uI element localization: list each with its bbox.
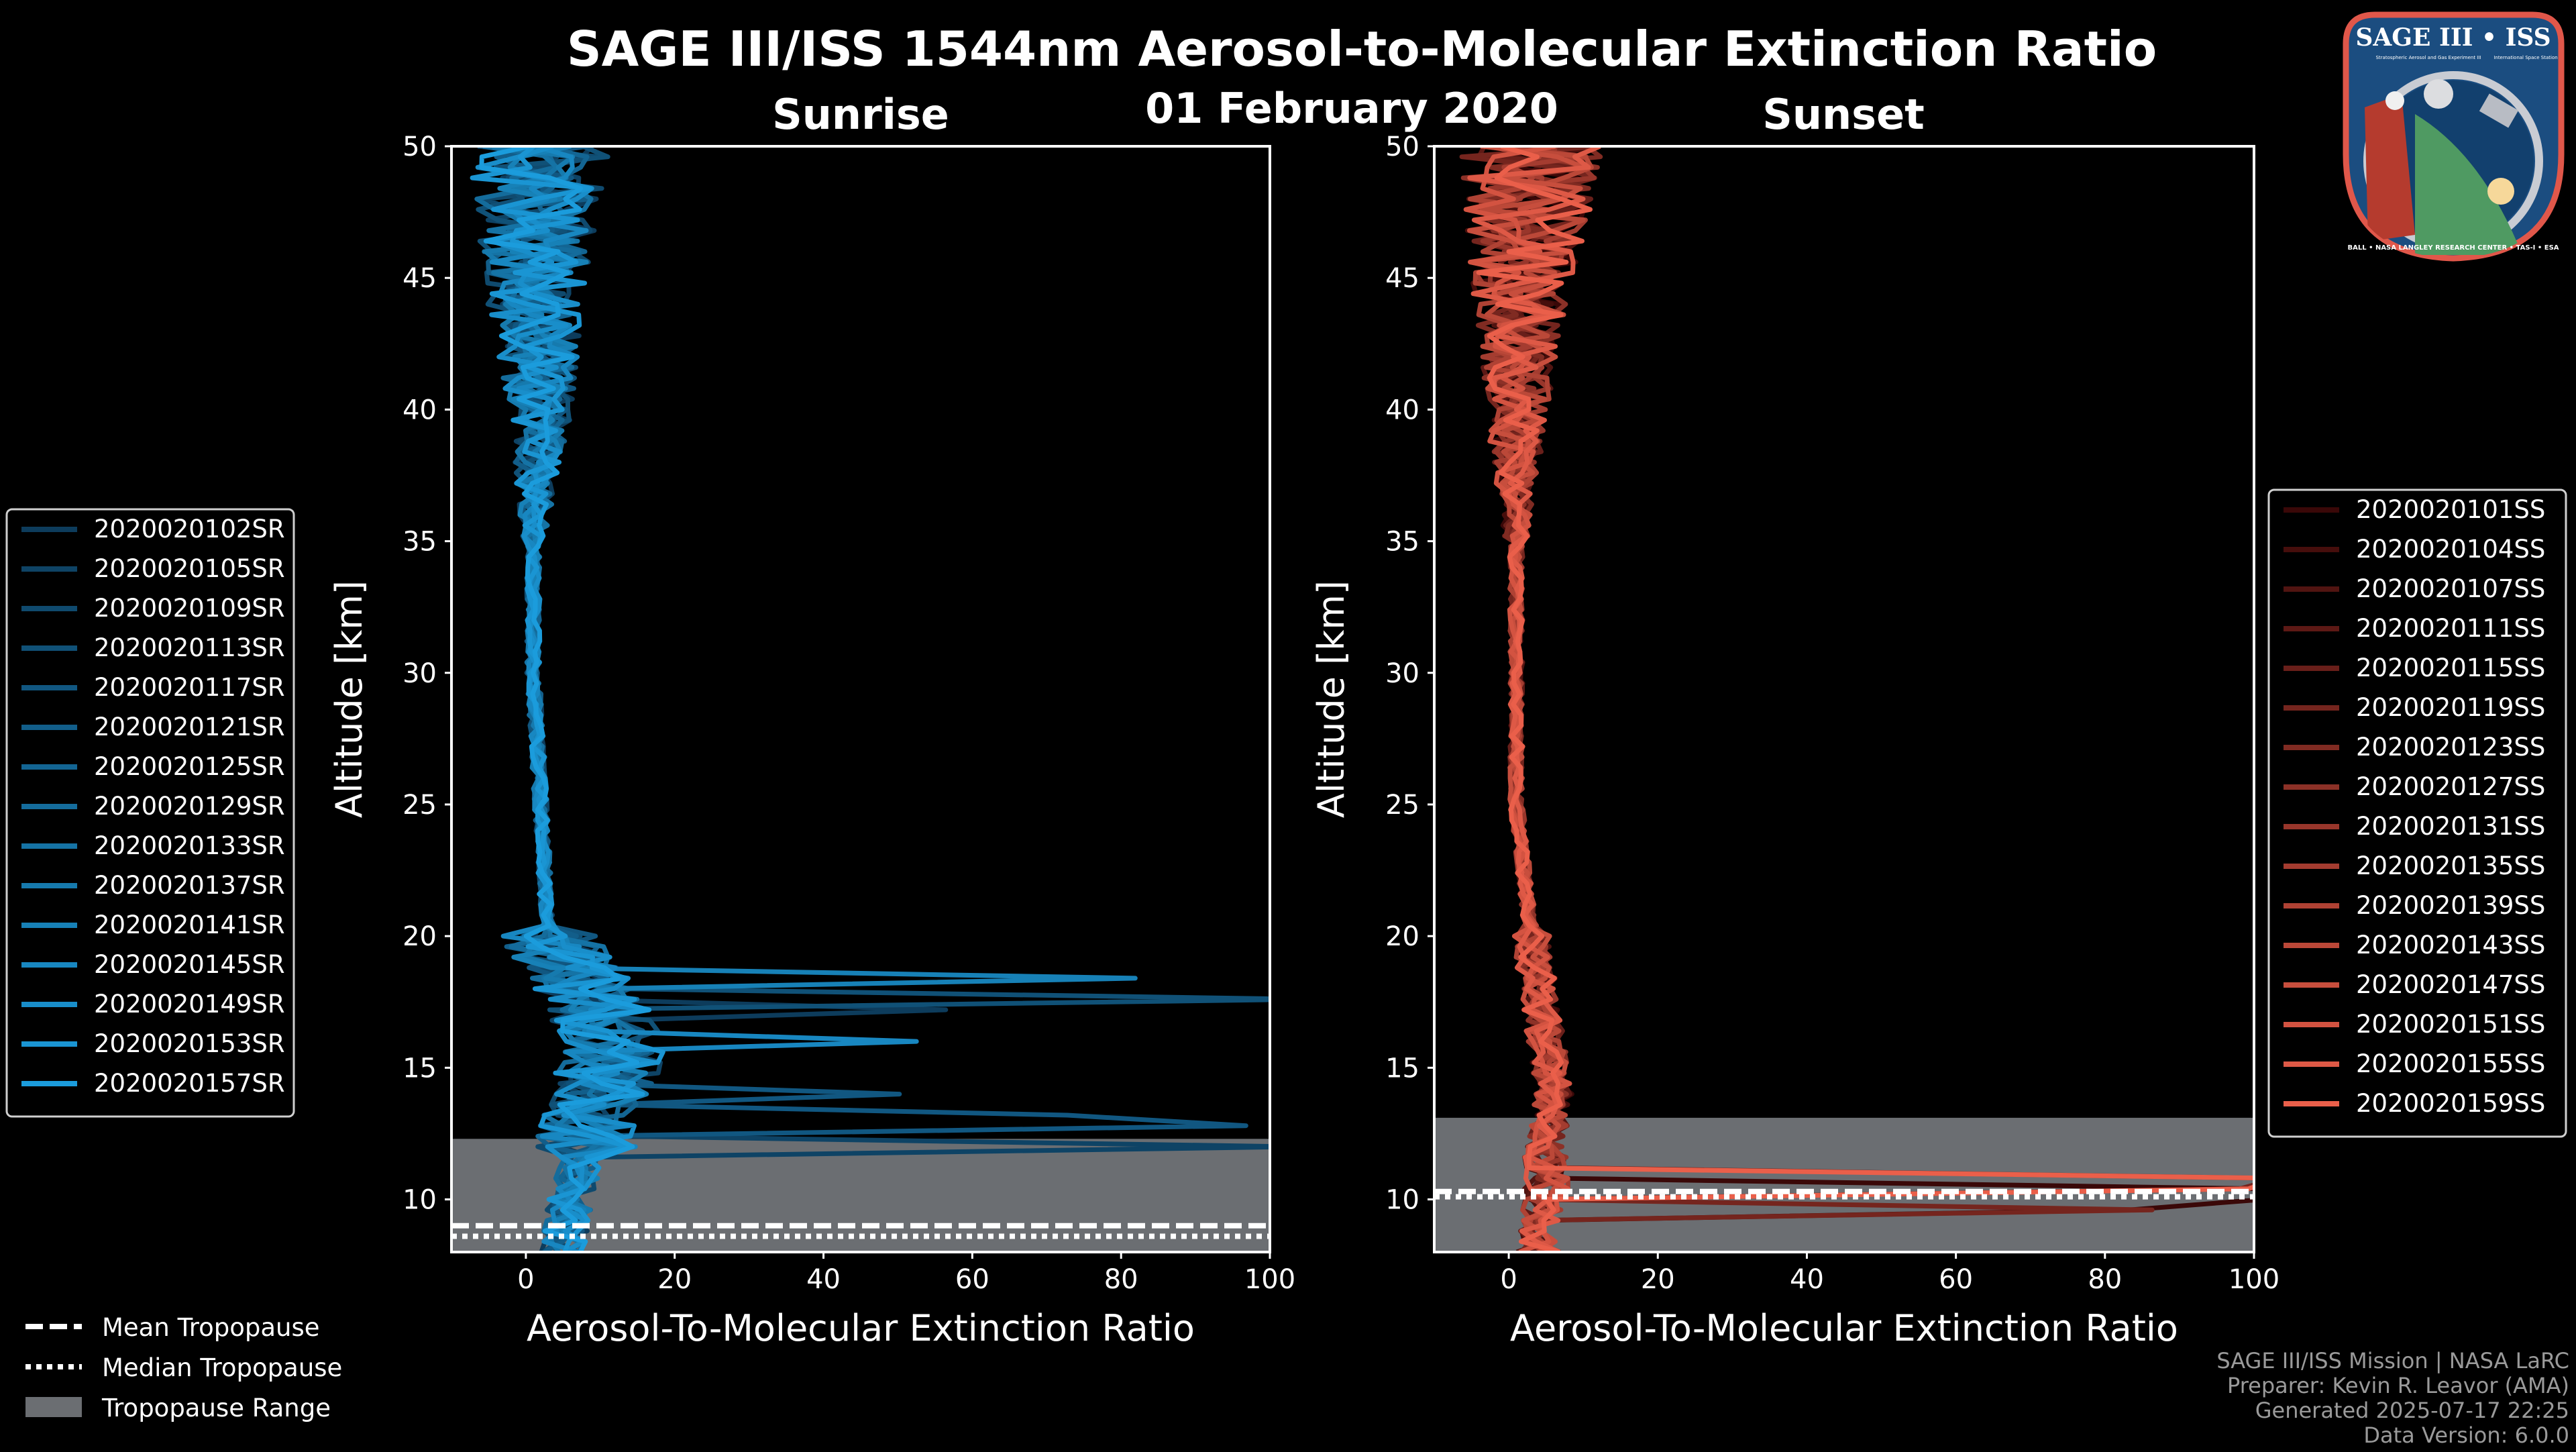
figure-title: SAGE III/ISS 1544nm Aerosol-to-Molecular… bbox=[567, 21, 2157, 77]
y-tick-label: 10 bbox=[402, 1185, 437, 1216]
legend-entry: 2020020104SS bbox=[2356, 535, 2545, 564]
x-tick-label: 80 bbox=[1104, 1264, 1138, 1295]
legend-entry: 2020020135SS bbox=[2356, 851, 2545, 880]
x-tick-label: 0 bbox=[1500, 1264, 1517, 1295]
sunset-legend: 2020020101SS 2020020104SS 2020020107SS 2020… bbox=[2267, 488, 2567, 1138]
x-tick-label: 100 bbox=[2229, 1264, 2279, 1295]
sunrise-plot: 0 20 40 60 80 100 10 15 20 25 30 35 40 45 50 Aerosol-To… bbox=[5, 132, 1295, 1349]
legend-entry: 2020020109SR bbox=[94, 594, 285, 623]
y-tick-label: 30 bbox=[1385, 658, 1419, 689]
footer-generated: Generated 2025-07-17 22:25 bbox=[2255, 1398, 2569, 1423]
legend-entry: 2020020129SR bbox=[94, 792, 285, 821]
y-tick-label: 35 bbox=[1385, 527, 1419, 558]
legend-entry: 2020020101SS bbox=[2356, 495, 2545, 524]
footer-data-version: Data Version: 6.0.0 bbox=[2363, 1422, 2569, 1448]
sunrise-panel-title: Sunrise bbox=[772, 90, 949, 139]
profile-line-2020020159SS bbox=[1476, 146, 2254, 1252]
y-tick-label: 45 bbox=[1385, 263, 1419, 294]
y-tick-label: 25 bbox=[402, 790, 437, 821]
y-tick-label: 40 bbox=[402, 395, 437, 425]
footer-preparer: Preparer: Kevin R. Leavor (AMA) bbox=[2227, 1373, 2569, 1398]
legend-entry: 2020020141SR bbox=[94, 911, 285, 939]
y-axis-label: Altitude [km] bbox=[328, 580, 370, 818]
legend-entry: 2020020145SR bbox=[94, 950, 285, 979]
legend-entry: 2020020117SR bbox=[94, 673, 285, 702]
legend-entry: 2020020131SS bbox=[2356, 812, 2545, 841]
x-tick-label: 40 bbox=[806, 1264, 841, 1295]
legend-entry: 2020020147SS bbox=[2356, 970, 2545, 999]
x-axis-label: Aerosol-To-Molecular Extinction Ratio bbox=[1510, 1307, 2178, 1349]
legend-entry: 2020020107SS bbox=[2356, 574, 2545, 603]
legend-entry: 2020020133SR bbox=[94, 831, 285, 860]
y-tick-label: 45 bbox=[402, 263, 437, 294]
sage-iii-iss-mission-logo: SAGE III • ISS Stratospheric Aerosol and… bbox=[2343, 11, 2565, 262]
legend-entry: 2020020105SR bbox=[94, 554, 285, 583]
x-tick-label: 20 bbox=[1641, 1264, 1675, 1295]
legend-box bbox=[2267, 488, 2567, 1138]
x-axis-label: Aerosol-To-Molecular Extinction Ratio bbox=[527, 1307, 1195, 1349]
y-axis-label: Altitude [km] bbox=[1310, 580, 1352, 818]
plot-area bbox=[1434, 146, 2254, 1252]
legend-entry: 2020020159SS bbox=[2356, 1089, 2545, 1118]
legend-entry: 2020020143SS bbox=[2356, 931, 2545, 960]
x-tick-label: 100 bbox=[1244, 1264, 1295, 1295]
y-tick-label: 20 bbox=[1385, 921, 1419, 952]
profile-lines bbox=[1459, 146, 2254, 1252]
logo-ring-text: BALL • NASA LANGLEY RESEARCH CENTER • TA… bbox=[2347, 244, 2559, 252]
y-tick-label: 40 bbox=[1385, 395, 1419, 425]
legend-entry: 2020020127SS bbox=[2356, 772, 2545, 801]
y-tick-label: 50 bbox=[402, 132, 437, 162]
legend-box bbox=[5, 508, 295, 1118]
y-tick-label: 35 bbox=[402, 527, 437, 558]
figure-date: 01 February 2020 bbox=[1145, 84, 1558, 133]
legend-entry: 2020020111SS bbox=[2356, 614, 2545, 643]
x-tick-label: 20 bbox=[657, 1264, 692, 1295]
x-tick-label: 60 bbox=[955, 1264, 989, 1295]
legend-entry: 2020020153SR bbox=[94, 1029, 285, 1058]
footer-mission: SAGE III/ISS Mission | NASA LaRC bbox=[2216, 1348, 2569, 1373]
legend-entry: 2020020123SS bbox=[2356, 733, 2545, 762]
legend-entry: 2020020121SR bbox=[94, 713, 285, 741]
sunset-plot: 0 20 40 60 80 100 10 15 20 25 30 35 40 45 50 Aerosol-To… bbox=[1310, 132, 2567, 1349]
logo-title: SAGE III • ISS bbox=[2355, 23, 2551, 52]
footer-credits: SAGE III/ISS Mission | NASA LaRC Prepare… bbox=[2216, 1348, 2569, 1448]
legend-entry: 2020020102SR bbox=[94, 515, 285, 543]
x-tick-label: 0 bbox=[517, 1264, 534, 1295]
x-tick-label: 80 bbox=[2088, 1264, 2122, 1295]
sunrise-legend: 2020020102SR 2020020105SR 2020020109SR 2020… bbox=[5, 508, 295, 1118]
legend-entry: 2020020139SS bbox=[2356, 891, 2545, 920]
legend-entry: 2020020137SR bbox=[94, 871, 285, 900]
logo-subtitle: Stratospheric Aerosol and Gas Experiment… bbox=[2375, 55, 2481, 60]
mean-tropopause-label: Mean Tropopause bbox=[102, 1313, 320, 1342]
tropopause-legend: Mean Tropopause Median Tropopause Tropop… bbox=[25, 1313, 342, 1422]
legend-entry: 2020020125SR bbox=[94, 752, 285, 781]
y-tick-label: 25 bbox=[1385, 790, 1419, 821]
y-tick-label: 15 bbox=[1385, 1053, 1419, 1084]
profile-line-2020020155SS bbox=[1467, 146, 1601, 1252]
profile-lines bbox=[470, 146, 1270, 1252]
legend-entry: 2020020113SR bbox=[94, 633, 285, 662]
y-tick-label: 20 bbox=[402, 921, 437, 952]
y-tick-label: 15 bbox=[402, 1053, 437, 1084]
logo-subtitle-right: International Space Station bbox=[2493, 55, 2557, 60]
legend-entry: 2020020155SS bbox=[2356, 1049, 2545, 1078]
profile-line-2020020157SR bbox=[479, 146, 652, 1252]
median-tropopause-label: Median Tropopause bbox=[102, 1353, 342, 1382]
x-tick-label: 60 bbox=[1939, 1264, 1973, 1295]
sunset-panel-title: Sunset bbox=[1762, 90, 1925, 139]
plot-frame bbox=[450, 145, 1271, 1253]
legend-entry: 2020020149SR bbox=[94, 990, 285, 1019]
y-tick-label: 30 bbox=[402, 658, 437, 689]
legend-entry: 2020020151SS bbox=[2356, 1010, 2545, 1039]
plot-frame bbox=[1433, 145, 2255, 1253]
legend-entry: 2020020119SS bbox=[2356, 693, 2545, 722]
y-tick-label: 50 bbox=[1385, 132, 1419, 162]
x-tick-label: 40 bbox=[1790, 1264, 1824, 1295]
tropopause-range-swatch bbox=[25, 1397, 82, 1417]
legend-entry: 2020020157SR bbox=[94, 1069, 285, 1098]
legend-entry: 2020020115SS bbox=[2356, 654, 2545, 682]
y-tick-label: 10 bbox=[1385, 1185, 1419, 1216]
tropopause-range-label: Tropopause Range bbox=[101, 1394, 331, 1422]
